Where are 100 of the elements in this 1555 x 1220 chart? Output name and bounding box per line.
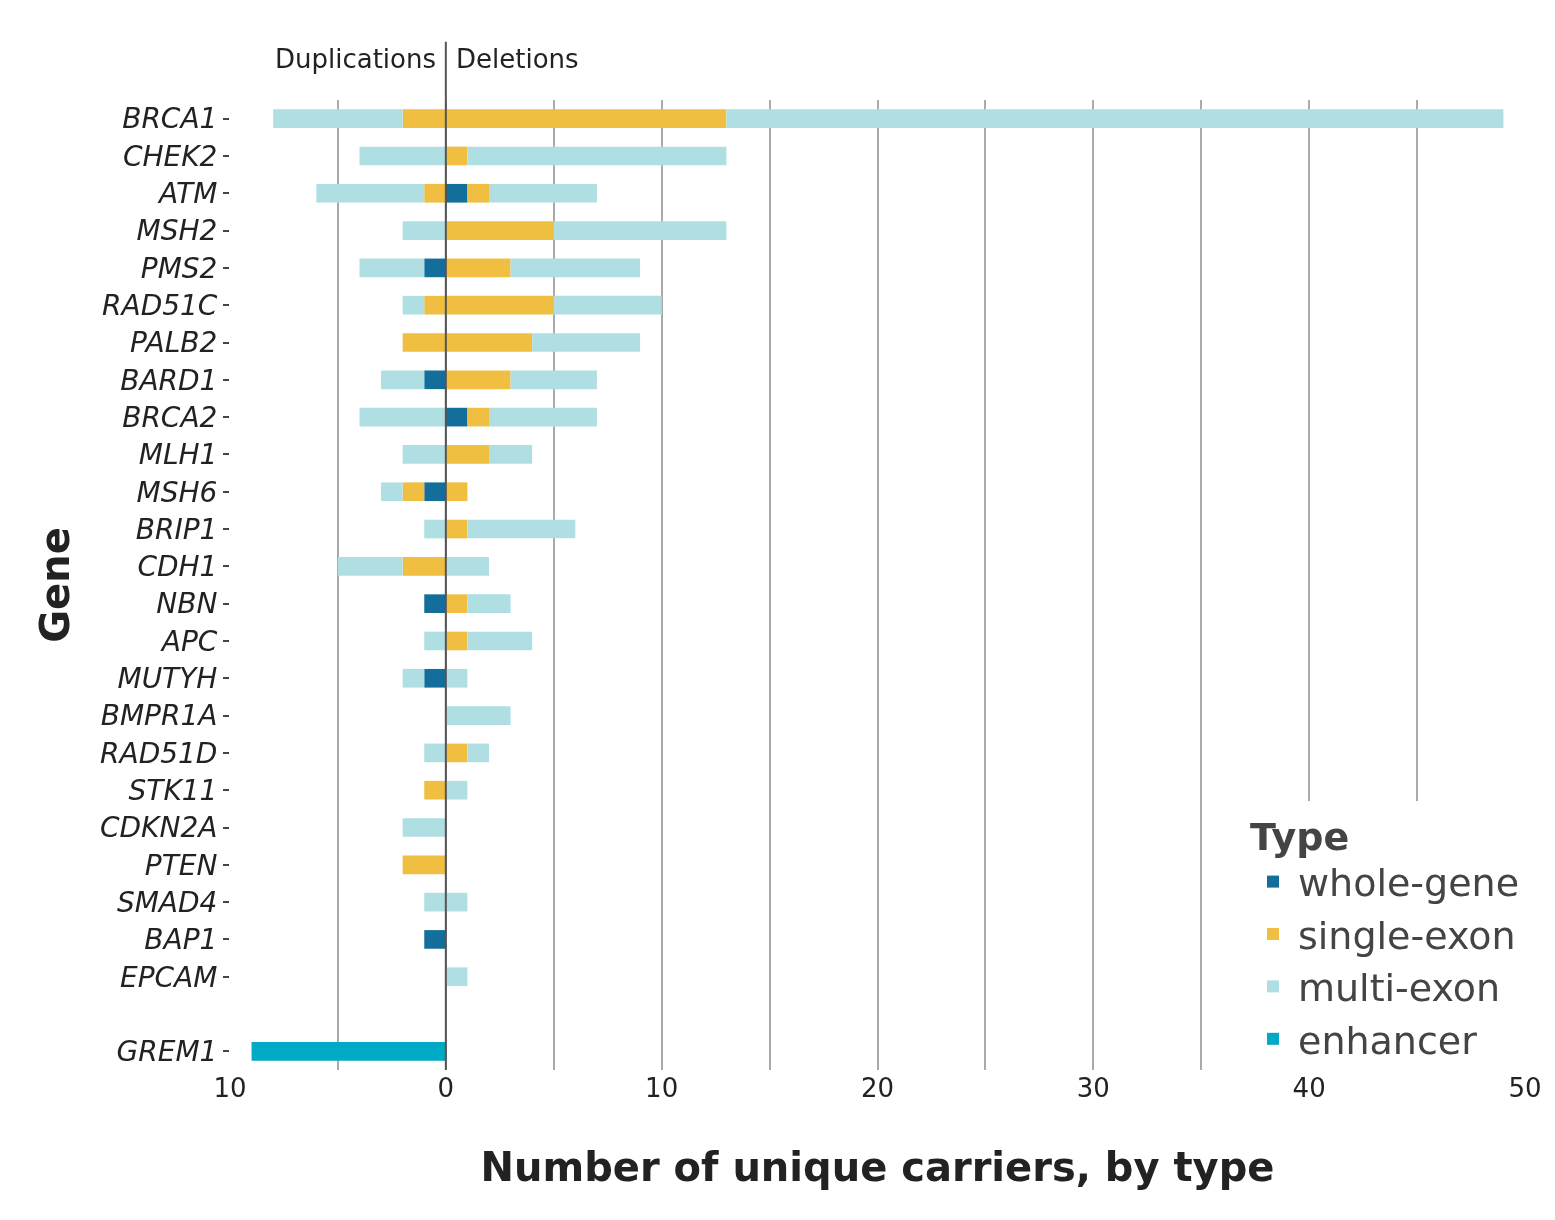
bar — [402, 445, 446, 464]
bar — [424, 370, 446, 390]
legend-label: enhancer — [1298, 1018, 1478, 1063]
y-tick-label: PALB2 — [130, 326, 218, 360]
bar — [424, 930, 446, 949]
y-tick-label: NBN — [156, 587, 218, 621]
bar — [532, 333, 641, 352]
bar — [467, 519, 576, 539]
bar — [402, 221, 446, 240]
legend-title: Type — [1250, 815, 1350, 860]
bar — [467, 594, 511, 613]
bar — [467, 631, 533, 651]
y-tick-label: CDKN2A — [100, 811, 218, 845]
bar — [467, 407, 489, 427]
x-tick-label: 50 — [1508, 1073, 1542, 1103]
bar — [316, 183, 425, 203]
bar — [402, 295, 425, 315]
x-axis-title: Number of unique carriers, by type — [480, 1143, 1275, 1190]
y-tick-label: MUTYH — [117, 662, 218, 696]
bar — [424, 519, 446, 539]
y-tick-label: APC — [159, 624, 218, 658]
legend-label: multi-exon — [1298, 966, 1501, 1011]
text: Deletions — [456, 44, 579, 74]
bar — [402, 818, 446, 837]
bar — [424, 892, 446, 912]
y-tick-label: MSH2 — [136, 214, 218, 248]
bar — [251, 1042, 446, 1061]
bar — [359, 407, 446, 427]
bar — [359, 146, 446, 166]
bar — [402, 482, 425, 502]
bar — [445, 445, 489, 464]
bar — [445, 221, 554, 240]
bar — [402, 109, 446, 128]
bar — [273, 109, 403, 128]
x-tick-label: 20 — [860, 1073, 895, 1103]
bar — [445, 668, 468, 688]
text: Duplications — [275, 44, 437, 74]
bar — [424, 482, 446, 502]
y-tick-label: EPCAM — [119, 960, 218, 994]
y-tick-label: RAD51D — [100, 736, 218, 770]
bar — [489, 183, 597, 203]
bar — [381, 370, 425, 390]
bar — [424, 594, 446, 613]
bar — [402, 557, 446, 576]
bar — [424, 295, 446, 315]
bar — [402, 855, 446, 875]
bar — [337, 557, 403, 576]
x-tick-label: 10 — [213, 1073, 247, 1103]
bar — [445, 967, 468, 987]
bar — [402, 668, 425, 688]
bar — [445, 780, 468, 800]
y-axis-title: Gene — [31, 527, 78, 643]
bar — [445, 482, 468, 502]
y-tick-label: PMS2 — [140, 251, 218, 285]
bar — [445, 370, 511, 390]
y-tick-label: BAP1 — [144, 923, 218, 957]
bar — [467, 183, 489, 203]
bar — [510, 258, 641, 278]
legend-label: whole-gene — [1298, 861, 1520, 906]
legend-label: single-exon — [1298, 913, 1516, 958]
bar — [359, 258, 425, 278]
bar — [726, 109, 1504, 128]
bar — [445, 295, 554, 315]
bar — [424, 631, 446, 651]
y-tick-label: MSH6 — [136, 475, 218, 509]
bar — [489, 407, 597, 427]
bar — [424, 183, 446, 203]
bar — [445, 706, 511, 725]
bar — [467, 146, 727, 166]
bar — [424, 743, 446, 763]
bar — [553, 221, 727, 240]
y-tick-label: BMPR1A — [100, 699, 218, 733]
bar — [489, 445, 533, 464]
y-tick-label: MLH1 — [138, 438, 218, 472]
x-tick-label: 10 — [645, 1073, 679, 1103]
y-tick-label: STK11 — [128, 773, 218, 807]
y-tick-label: BARD1 — [120, 363, 218, 397]
y-tick-label: BRCA2 — [122, 400, 218, 434]
y-tick-label: BRCA1 — [122, 102, 218, 136]
bar — [402, 333, 446, 352]
bar — [424, 668, 446, 688]
x-tick-label: 0 — [437, 1073, 455, 1103]
bar — [445, 557, 489, 576]
bar — [445, 109, 727, 128]
y-tick-label: CDH1 — [137, 550, 218, 584]
bar — [467, 743, 489, 763]
y-tick-label: CHEK2 — [122, 139, 218, 173]
bar — [510, 370, 597, 390]
y-tick-label: ATM — [157, 177, 218, 211]
bar — [445, 594, 468, 613]
y-tick-label: BRIP1 — [135, 512, 218, 546]
y-tick-label: RAD51C — [102, 288, 218, 322]
bar — [445, 333, 533, 352]
y-tick-label: GREM1 — [116, 1035, 218, 1069]
x-tick-label: 30 — [1076, 1073, 1110, 1103]
bar — [424, 258, 446, 278]
y-tick-label: PTEN — [144, 848, 218, 882]
bar — [445, 183, 468, 203]
bar — [445, 258, 511, 278]
bar — [553, 295, 662, 315]
